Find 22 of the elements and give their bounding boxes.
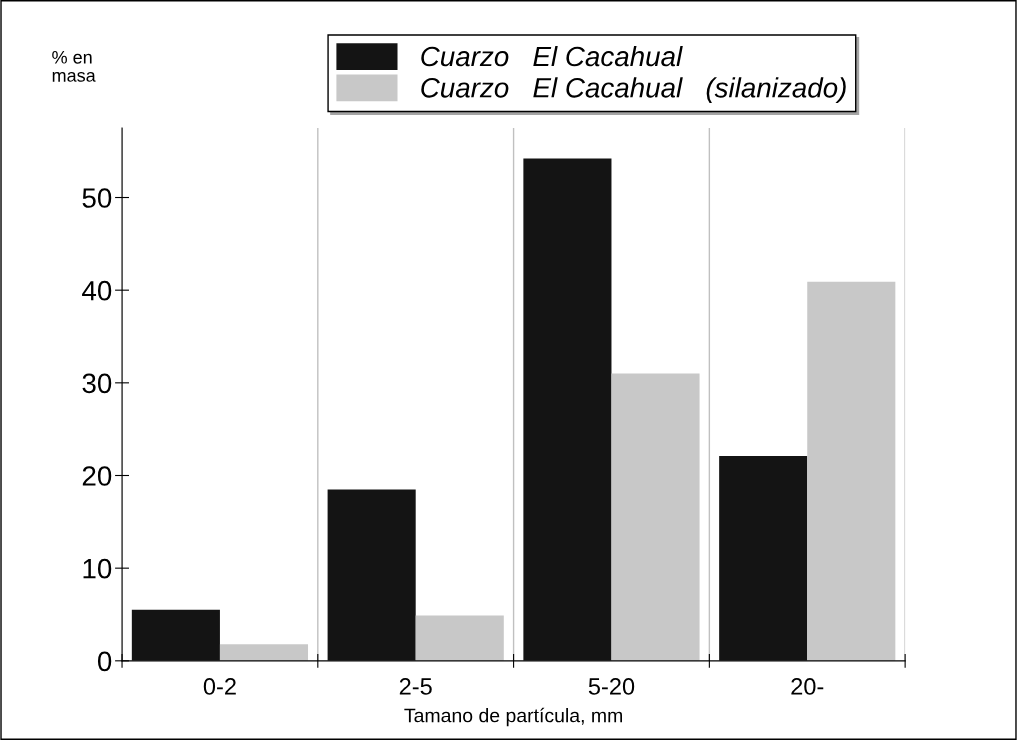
bar — [523, 158, 612, 661]
bar — [719, 456, 808, 661]
x-tick-label: 5-20 — [588, 678, 635, 695]
x-tick-label: 20- — [791, 678, 824, 695]
y-tick-label: 0 — [97, 651, 112, 672]
bar — [327, 489, 416, 661]
bar — [807, 281, 896, 661]
bar — [219, 644, 309, 661]
bar — [131, 609, 220, 661]
x-tick-label: 2-5 — [399, 678, 432, 695]
y-tick-label: 50 — [82, 188, 112, 208]
y-tick-label: 30 — [82, 373, 112, 394]
y-axis-title: % en masa — [52, 50, 96, 82]
legend-label: Cuarzo El Cacahual — [421, 45, 683, 67]
x-tick-label: 0-2 — [203, 678, 236, 695]
bar — [611, 373, 700, 661]
legend-label: Cuarzo El Cacahual (silanizado) — [421, 77, 846, 104]
x-axis-title: Tamano de partícula, mm — [404, 707, 622, 727]
bar — [415, 615, 504, 661]
y-tick-label: 20 — [82, 466, 112, 486]
y-tick-label: 10 — [83, 558, 112, 579]
y-tick-label: 40 — [82, 280, 112, 301]
